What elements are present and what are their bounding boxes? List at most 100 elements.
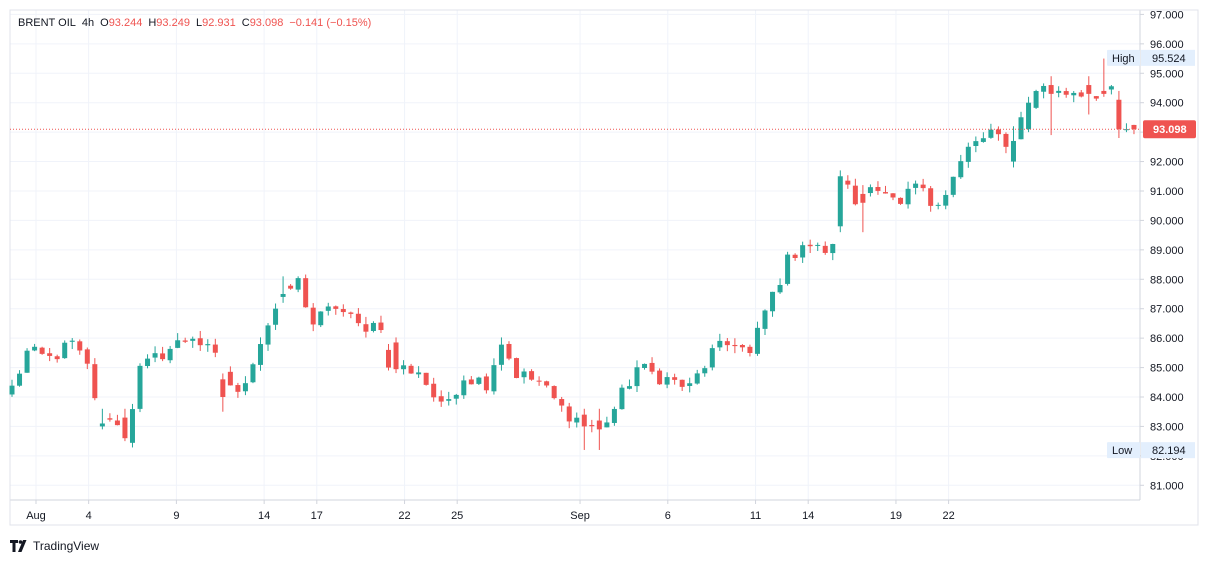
candle-body: [551, 386, 557, 399]
x-tick-label: Sep: [570, 510, 590, 522]
candle-body: [280, 293, 286, 297]
candle-body: [935, 204, 941, 206]
candle-body: [611, 408, 617, 423]
candle-body: [84, 349, 90, 364]
candle: [657, 368, 663, 385]
candle: [739, 344, 745, 352]
low-label: L: [195, 17, 203, 29]
candle: [107, 413, 113, 422]
open-label: O: [100, 17, 109, 29]
candle: [355, 308, 361, 327]
tradingview-brand-text: TradingView: [33, 539, 100, 553]
candle: [483, 373, 489, 394]
candle: [333, 305, 339, 315]
candle: [77, 339, 83, 355]
candle-body: [416, 372, 422, 375]
low-value: 92.931: [202, 17, 236, 29]
candle-body: [619, 387, 625, 410]
candle: [242, 376, 248, 396]
candle: [99, 408, 105, 430]
candle-body: [167, 348, 173, 361]
candle-body: [1093, 96, 1099, 99]
candle-body: [1108, 86, 1114, 90]
candle: [257, 337, 263, 371]
y-tick-label: 97.000: [1150, 9, 1184, 21]
candle-body: [882, 192, 888, 194]
candle: [559, 396, 565, 412]
candle: [1056, 86, 1062, 98]
candle: [672, 373, 678, 385]
x-tick-label: 25: [451, 510, 463, 522]
y-axis-ticks: 81.00082.00083.00084.00085.00086.00087.0…: [1140, 9, 1184, 492]
candle-body: [62, 342, 68, 359]
candle: [39, 346, 45, 355]
x-tick-label: Aug: [26, 510, 46, 522]
candle: [431, 377, 437, 402]
candle: [619, 384, 625, 410]
interval[interactable]: 4h: [81, 17, 95, 29]
candle-body: [114, 420, 120, 426]
x-tick-label: 14: [802, 510, 814, 522]
candle: [378, 315, 384, 334]
candle-body: [242, 383, 248, 392]
candle: [679, 379, 685, 391]
candle-body: [47, 353, 53, 356]
candle-body: [17, 373, 23, 386]
candle: [815, 242, 821, 252]
candle: [288, 284, 294, 290]
candle: [943, 190, 949, 210]
candle-body: [943, 194, 949, 206]
candle-body: [461, 380, 467, 396]
candle-body: [521, 371, 527, 378]
y-tick-label: 96.000: [1150, 39, 1184, 51]
candle-body: [273, 308, 279, 325]
candle-body: [1041, 85, 1047, 92]
candle-body: [837, 176, 843, 227]
candle-body: [988, 129, 994, 138]
candle-body: [958, 161, 964, 178]
candle: [24, 348, 30, 373]
candle: [694, 369, 700, 385]
candle-body: [815, 244, 821, 246]
symbol-name[interactable]: BRENT OIL: [18, 17, 76, 29]
candle: [129, 403, 135, 448]
candle: [882, 185, 888, 194]
candle-body: [890, 193, 896, 198]
candle-body: [92, 364, 98, 399]
candle: [935, 202, 941, 210]
candle-body: [980, 138, 986, 142]
candle: [498, 337, 504, 371]
candle-body: [220, 379, 226, 397]
candle-body: [1018, 117, 1024, 140]
candle-body: [1131, 124, 1137, 130]
candle-body: [687, 383, 693, 386]
candle-body: [295, 278, 301, 290]
candle: [1116, 90, 1122, 139]
candle-body: [574, 417, 580, 423]
candle-body: [732, 344, 738, 347]
candle: [807, 239, 813, 254]
tradingview-branding[interactable]: TradingView: [10, 539, 99, 553]
candle: [905, 181, 911, 209]
candle: [393, 337, 399, 374]
candle: [965, 142, 971, 168]
candle-body: [393, 342, 399, 370]
candle: [754, 321, 760, 356]
candle: [468, 376, 474, 385]
candle-body: [830, 244, 836, 254]
candle: [702, 365, 708, 377]
candle-body: [152, 353, 158, 358]
candle-body: [867, 187, 873, 194]
candle: [1018, 111, 1024, 140]
candle: [84, 347, 90, 370]
last-price-badge[interactable]: 93.098: [1143, 120, 1196, 139]
candle-body: [800, 245, 806, 258]
candle-body: [265, 325, 271, 345]
candle: [1010, 126, 1016, 168]
candle: [980, 132, 986, 143]
candle-body: [1010, 140, 1016, 162]
candle: [1071, 91, 1077, 103]
candle-body: [807, 244, 813, 247]
candle: [175, 333, 181, 349]
